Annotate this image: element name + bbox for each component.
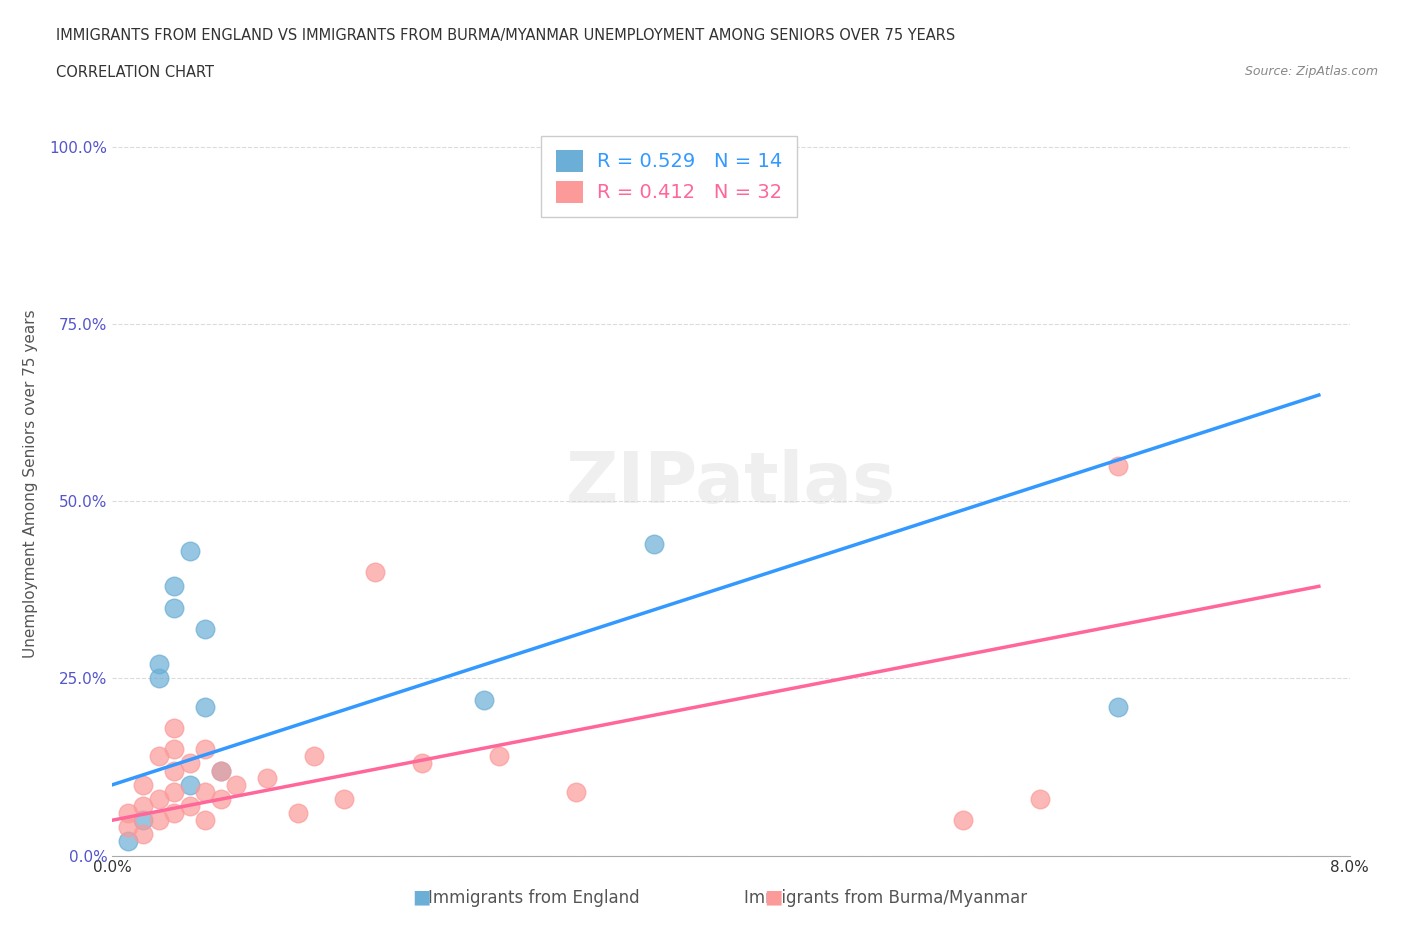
Point (194, 621, 217, 636)
Point (132, 799, 155, 814)
Y-axis label: Unemployment Among Seniors over 75 years: Unemployment Among Seniors over 75 years (24, 310, 38, 658)
Point (132, 813, 155, 828)
Point (148, 671, 170, 686)
Text: IMMIGRANTS FROM ENGLAND VS IMMIGRANTS FROM BURMA/MYANMAR UNEMPLOYMENT AMONG SENI: IMMIGRANTS FROM ENGLAND VS IMMIGRANTS FR… (56, 28, 956, 43)
Point (179, 799, 201, 814)
Text: Immigrants from England: Immigrants from England (429, 889, 640, 907)
Point (179, 543, 201, 558)
Point (209, 764, 232, 778)
Point (287, 805, 309, 820)
Point (194, 699, 217, 714)
Point (209, 764, 232, 778)
Point (163, 578, 186, 593)
Point (488, 749, 510, 764)
Text: Immigrants from Burma/Myanmar: Immigrants from Burma/Myanmar (744, 889, 1028, 907)
Point (163, 764, 186, 778)
Point (148, 813, 170, 828)
Text: ■: ■ (412, 888, 432, 907)
Point (472, 692, 495, 707)
Point (117, 820, 139, 835)
Point (148, 657, 170, 671)
Point (163, 784, 186, 799)
Point (179, 777, 201, 792)
Point (565, 784, 588, 799)
Point (1029, 791, 1052, 806)
Point (117, 805, 139, 820)
Text: CORRELATION CHART: CORRELATION CHART (56, 65, 214, 80)
Text: ZIPatlas: ZIPatlas (567, 449, 896, 518)
Text: Source: ZipAtlas.com: Source: ZipAtlas.com (1244, 65, 1378, 78)
Point (163, 721, 186, 736)
Point (1107, 458, 1129, 473)
Legend: R = 0.529   N = 14, R = 0.412   N = 32: R = 0.529 N = 14, R = 0.412 N = 32 (541, 136, 797, 218)
Point (148, 791, 170, 806)
Point (952, 813, 974, 828)
Point (179, 756, 201, 771)
Point (256, 770, 278, 785)
Point (148, 749, 170, 764)
Point (364, 565, 387, 579)
Point (225, 777, 247, 792)
Point (132, 827, 155, 842)
Point (333, 791, 356, 806)
Point (194, 813, 217, 828)
Point (302, 749, 325, 764)
Point (194, 784, 217, 799)
Point (163, 600, 186, 615)
Point (132, 777, 155, 792)
Point (117, 834, 139, 849)
Point (163, 742, 186, 757)
Point (411, 756, 433, 771)
Point (643, 537, 665, 551)
Point (163, 805, 186, 820)
Text: ■: ■ (763, 888, 783, 907)
Point (209, 791, 232, 806)
Point (1107, 699, 1129, 714)
Point (194, 742, 217, 757)
